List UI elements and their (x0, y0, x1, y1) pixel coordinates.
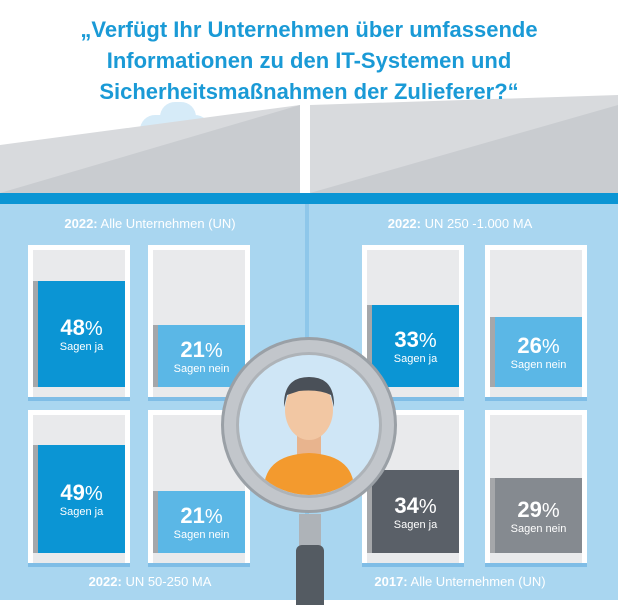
roof-left-shade (0, 105, 300, 193)
group-year: 2022: (387, 216, 421, 231)
title-line: Informationen zu den IT-Systemen und (106, 48, 512, 73)
group-label: 2017: Alle Unternehmen (UN) (310, 574, 610, 589)
nein-bar: 29% Sagen nein (490, 478, 582, 553)
group-label: 2022: Alle Unternehmen (UN) (0, 216, 300, 231)
nein-card: 26% Sagen nein (485, 245, 587, 397)
ja-percent: 33% (394, 327, 437, 352)
group-name: UN 250 -1.000 MA (420, 216, 533, 231)
nein-bar: 26% Sagen nein (490, 317, 582, 387)
roof-right-shade (310, 105, 618, 193)
nein-percent: 21% (180, 503, 223, 528)
nein-card: 21% Sagen nein (148, 245, 250, 397)
title-line: Sicherheitsmaßnahmen der Zulieferer?“ (99, 79, 519, 104)
question-title: „Verfügt Ihr Unternehmen über umfassende… (0, 14, 618, 107)
group-label: 2022: UN 50-250 MA (0, 574, 300, 589)
nein-label: Sagen nein (173, 529, 230, 541)
ja-label: Sagen ja (393, 353, 438, 365)
group-year: 2017: (374, 574, 408, 589)
magnifier-lens (221, 337, 397, 513)
ja-bar: 33% Sagen ja (367, 305, 459, 387)
group-label: 2022: UN 250 -1.000 MA (310, 216, 610, 231)
group-name: UN 50-250 MA (121, 574, 212, 589)
ja-bar: 34% Sagen ja (367, 470, 459, 553)
nein-label: Sagen nein (510, 359, 567, 371)
ja-percent: 48% (60, 315, 103, 340)
nein-label: Sagen nein (510, 522, 567, 535)
title-line: „Verfügt Ihr Unternehmen über umfassende (80, 17, 538, 42)
ja-bar: 49% Sagen ja (33, 445, 125, 553)
ja-card: 48% Sagen ja (28, 245, 130, 397)
nein-bar: 21% Sagen nein (153, 491, 245, 553)
magnifier-handle (299, 514, 321, 548)
ja-label: Sagen ja (59, 341, 104, 353)
group-name: Alle Unternehmen (UN) (407, 574, 546, 589)
group-name: Alle Unternehmen (UN) (97, 216, 236, 231)
nein-percent: 21% (180, 337, 223, 362)
ja-card: 49% Sagen ja (28, 410, 130, 563)
nein-label: Sagen nein (173, 363, 230, 375)
blue-band (0, 193, 618, 204)
nein-percent: 29% (517, 496, 560, 522)
roof (0, 95, 618, 193)
ja-percent: 34% (394, 492, 437, 518)
group-year: 2022: (64, 216, 98, 231)
ja-label: Sagen ja (393, 518, 438, 531)
group-year: 2022: (88, 574, 122, 589)
ja-label: Sagen ja (59, 506, 104, 518)
ja-bar: 48% Sagen ja (33, 281, 125, 387)
ja-percent: 49% (60, 480, 103, 505)
magnifier-grip (296, 545, 324, 605)
nein-bar: 21% Sagen nein (153, 325, 245, 387)
nein-card: 29% Sagen nein (485, 410, 587, 563)
nein-percent: 26% (517, 333, 560, 358)
person-avatar (236, 352, 382, 498)
